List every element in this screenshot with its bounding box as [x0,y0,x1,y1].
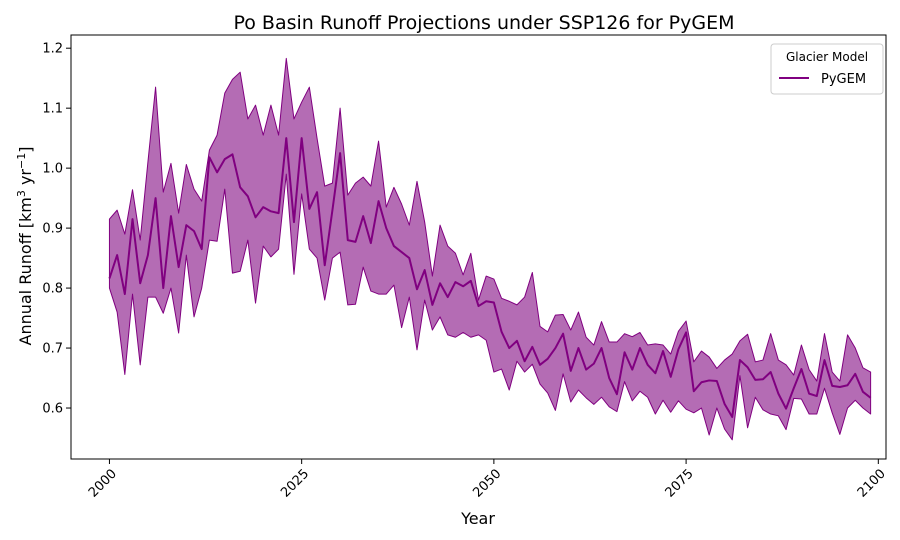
y-axis-label-main: Annual Runoff [km [16,197,35,345]
x-tick-label: 2000 [86,467,120,501]
x-tick-label: 2050 [470,467,504,501]
x-tick-label: 2100 [855,467,889,501]
y-tick-label: 0.7 [42,342,63,357]
y-axis-label-sup2: −1 [15,153,28,169]
uncertainty-band-layer [108,57,872,441]
y-tick-label: 0.8 [42,282,63,297]
y-tick-label: 0.6 [42,402,63,417]
legend-title: Glacier Model [786,50,868,64]
uncertainty-band [108,57,872,441]
x-tick-label: 2025 [278,467,312,501]
y-axis-label: Annual Runoff [km3 yr−1] [15,147,35,346]
y-axis-label-sup1: 3 [15,190,28,197]
y-axis-label-end: ] [16,147,35,153]
legend: Glacier Model PyGEM [770,43,884,95]
legend-entry-pygem: PyGEM [821,72,866,87]
y-axis-label-mid: yr [16,169,35,191]
y-axis-ticks: 0.6 0.7 0.8 0.9 1.0 1.1 1.2 [42,42,71,417]
y-tick-label: 1.1 [42,102,63,117]
chart-title: Po Basin Runoff Projections under SSP126… [233,12,734,34]
y-tick-label: 1.0 [42,162,63,177]
y-tick-label: 0.9 [42,222,63,237]
series-line-layer [108,137,872,419]
y-tick-label: 1.2 [42,42,63,57]
legend-box [770,43,884,95]
x-axis-label: Year [460,509,495,528]
x-axis-ticks: 2000 2025 2050 2075 2100 [86,459,889,501]
x-tick-label: 2075 [663,467,697,501]
plot-frame [70,34,887,460]
series-line-pygem [108,137,872,419]
